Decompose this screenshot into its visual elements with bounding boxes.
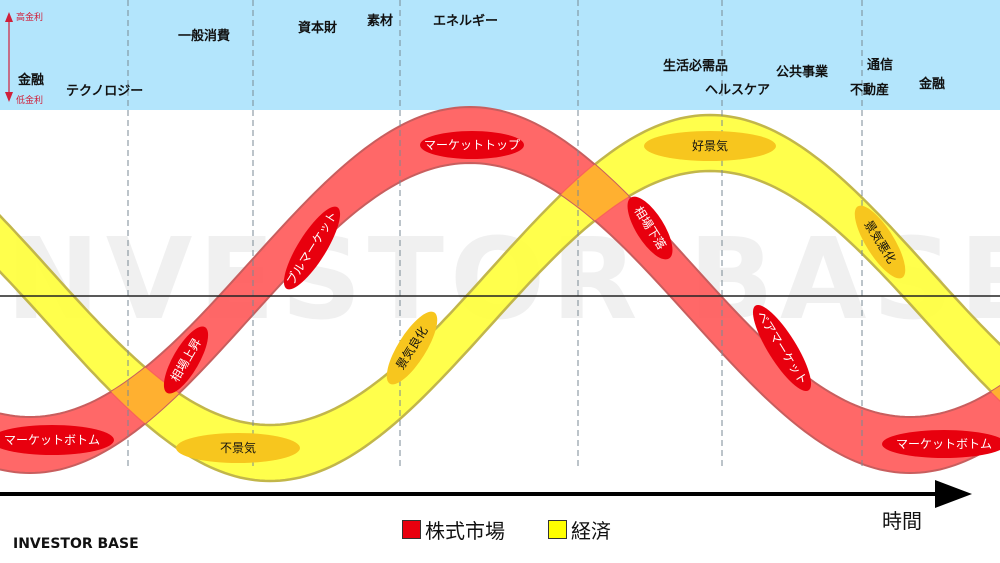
sector-telecom: 通信 xyxy=(867,58,894,73)
badge-market-bottom-left: マーケットボトム xyxy=(0,425,114,455)
badge-market-top: マーケットトップ xyxy=(420,131,524,159)
sector-technology: テクノロジー xyxy=(66,84,144,99)
legend-stock-market: 株式市場 xyxy=(402,515,505,544)
legend-economy: 経済 xyxy=(548,515,611,544)
badge-boom: 好景気 xyxy=(644,131,776,161)
legend-label-economy: 経済 xyxy=(571,519,611,543)
sector-consumer-discretionary: 一般消費 xyxy=(178,29,231,44)
sector-utilities: 公共事業 xyxy=(776,65,829,80)
sector-materials: 素材 xyxy=(367,14,394,29)
sector-capital-goods: 資本財 xyxy=(298,21,338,36)
sector-consumer-staples: 生活必需品 xyxy=(663,59,729,74)
legend-label-stock: 株式市場 xyxy=(425,519,505,543)
sector-real-estate: 不動産 xyxy=(850,83,890,98)
legend-swatch-stock xyxy=(402,520,421,539)
sector-healthcare: ヘルスケア xyxy=(705,83,771,98)
time-arrow-head xyxy=(935,480,972,508)
sector-energy: エネルギー xyxy=(433,14,499,29)
time-axis-label: 時間 xyxy=(882,509,922,533)
svg-text:不景気: 不景気 xyxy=(220,440,256,455)
badge-market-bottom-right: マーケットボトム xyxy=(882,430,1000,458)
svg-text:好景気: 好景気 xyxy=(692,138,728,153)
economy-band xyxy=(0,113,1000,483)
legend-swatch-economy xyxy=(548,520,567,539)
brand-label: INVESTOR BASE xyxy=(13,536,139,552)
high-rate-label: 高金利 xyxy=(16,13,44,23)
sector-finance-right: 金融 xyxy=(919,77,946,92)
badge-recession: 不景気 xyxy=(176,433,300,463)
rate-band xyxy=(0,0,1000,110)
svg-text:マーケットボトム: マーケットボトム xyxy=(4,433,100,447)
rate-arrow-up-head xyxy=(5,12,13,22)
rate-arrow-down-head xyxy=(5,92,13,102)
low-rate-label: 低金利 xyxy=(16,96,44,106)
svg-text:マーケットトップ: マーケットトップ xyxy=(424,138,520,152)
svg-text:マーケットボトム: マーケットボトム xyxy=(896,437,992,451)
sector-finance-left: 金融 xyxy=(18,73,45,88)
